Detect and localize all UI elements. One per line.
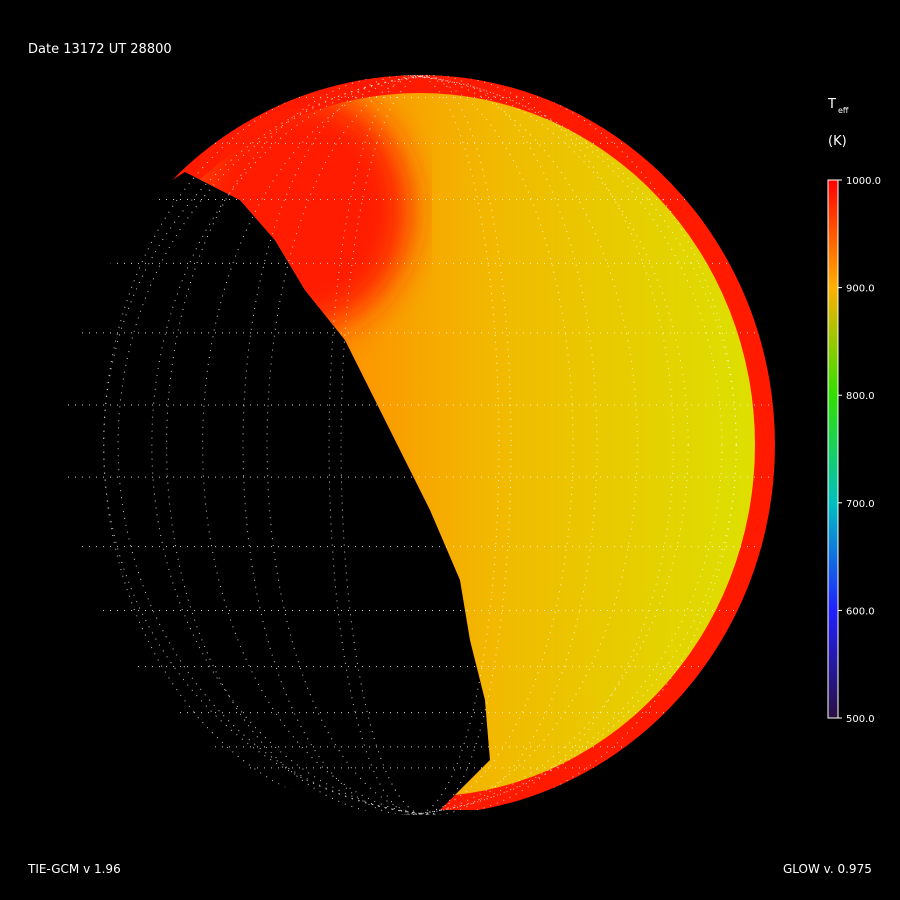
footer-left: TIE-GCM v 1.96 <box>27 862 121 876</box>
date-label: Date 13172 UT 28800 <box>28 42 172 57</box>
meridian <box>242 75 574 815</box>
meridian <box>65 75 723 815</box>
colorbar-unit: (K) <box>828 134 847 149</box>
colorbar-subscript: eff <box>838 106 849 115</box>
meridian <box>340 75 512 815</box>
colorbar-tick-label: 1000.0 <box>846 176 881 187</box>
meridian <box>151 75 737 815</box>
meridian <box>166 75 638 815</box>
colorbar <box>827 179 839 719</box>
colorbar-tick-label: 500.0 <box>846 714 875 725</box>
meridian <box>103 75 775 815</box>
meridian <box>266 75 598 815</box>
meridian <box>328 75 500 815</box>
colorbar-tick-label: 600.0 <box>846 606 875 617</box>
colorbar-symbol: T <box>827 97 836 112</box>
footer-right: GLOW v. 0.975 <box>783 862 872 876</box>
colorbar-tick-label: 700.0 <box>846 499 875 510</box>
colorbar-tick-label: 900.0 <box>846 284 875 295</box>
meridian <box>202 75 674 815</box>
colorbar-ticks: 1000.0 900.0 800.0 700.0 600.0 500.0 <box>838 176 881 725</box>
colorbar-tick-label: 800.0 <box>846 391 875 402</box>
